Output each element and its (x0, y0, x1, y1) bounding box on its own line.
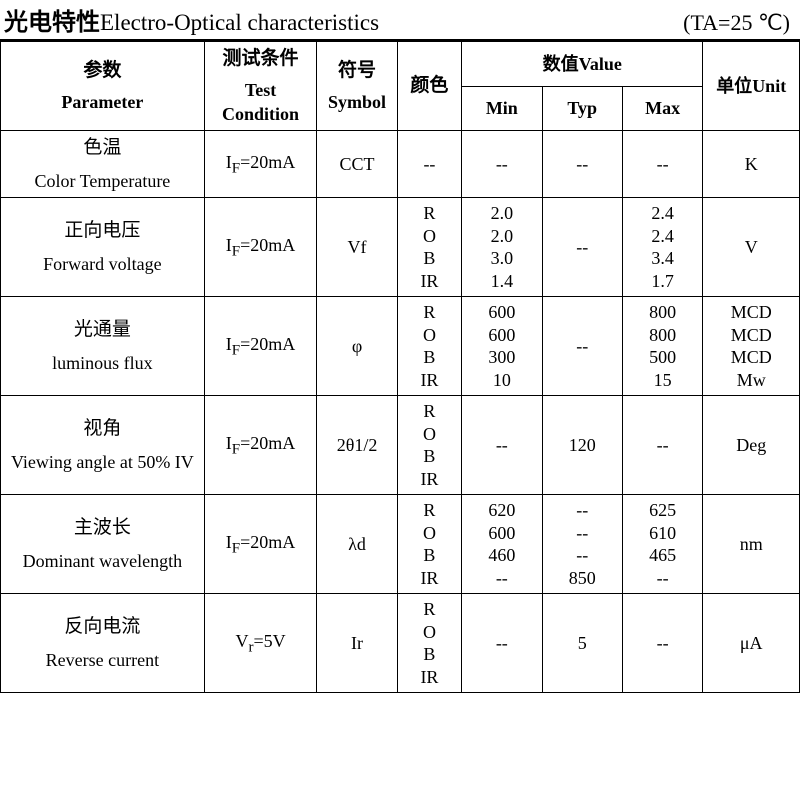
cell-condition: IF=20mA (204, 131, 317, 198)
cell-condition: Vr=5V (204, 594, 317, 693)
cell-color: ROBIR (397, 594, 461, 693)
cell-min: 620600460-- (462, 495, 542, 594)
table-row: 色温Color TemperatureIF=20mACCT--------K (1, 131, 800, 198)
cell-unit: nm (703, 495, 800, 594)
page-title: 光电特性Electro-Optical characteristics (4, 2, 379, 37)
cell-min: -- (462, 396, 542, 495)
cell-condition: IF=20mA (204, 198, 317, 297)
cell-typ: -- (542, 297, 622, 396)
table-row: 视角Viewing angle at 50% IVIF=20mA2θ1/2ROB… (1, 396, 800, 495)
cell-max: 2.42.43.41.7 (622, 198, 702, 297)
hdr-max: Max (622, 86, 702, 131)
cell-max: -- (622, 131, 702, 198)
cell-max: -- (622, 396, 702, 495)
hdr-unit: 单位Unit (703, 42, 800, 131)
hdr-typ: Typ (542, 86, 622, 131)
cell-symbol: Ir (317, 594, 397, 693)
table-row: 反向电流Reverse currentVr=5VIrROBIR--5--μA (1, 594, 800, 693)
cell-symbol: φ (317, 297, 397, 396)
hdr-parameter: 参数 Parameter (1, 42, 205, 131)
cell-color: ROBIR (397, 198, 461, 297)
cell-color: ROBIR (397, 396, 461, 495)
cell-parameter: 色温Color Temperature (1, 131, 205, 198)
cell-typ: -- (542, 198, 622, 297)
cell-parameter: 正向电压Forward voltage (1, 198, 205, 297)
table-header: 参数 Parameter 测试条件 Test Condition 符号 Symb… (1, 42, 800, 131)
cell-min: -- (462, 131, 542, 198)
cell-color: ROBIR (397, 297, 461, 396)
table-body: 色温Color TemperatureIF=20mACCT--------K正向… (1, 131, 800, 693)
hdr-color: 颜色 (397, 42, 461, 131)
title-condition: (TA=25 ℃) (683, 10, 790, 36)
cell-min: -- (462, 594, 542, 693)
cell-parameter: 主波长Dominant wavelength (1, 495, 205, 594)
cell-typ: ------850 (542, 495, 622, 594)
cell-symbol: CCT (317, 131, 397, 198)
hdr-min: Min (462, 86, 542, 131)
cell-unit: MCDMCDMCDMw (703, 297, 800, 396)
cell-max: 80080050015 (622, 297, 702, 396)
cell-unit: V (703, 198, 800, 297)
cell-symbol: λd (317, 495, 397, 594)
spec-table: 参数 Parameter 测试条件 Test Condition 符号 Symb… (0, 41, 800, 693)
title-cn: 光电特性 (4, 10, 100, 36)
cell-max: 625610465-- (622, 495, 702, 594)
cell-min: 60060030010 (462, 297, 542, 396)
cell-typ: 5 (542, 594, 622, 693)
cell-unit: K (703, 131, 800, 198)
cell-max: -- (622, 594, 702, 693)
cell-parameter: 光通量luminous flux (1, 297, 205, 396)
cell-color: -- (397, 131, 461, 198)
title-row: 光电特性Electro-Optical characteristics (TA=… (0, 0, 800, 41)
table-row: 主波长Dominant wavelengthIF=20mAλdROBIR6206… (1, 495, 800, 594)
hdr-symbol: 符号 Symbol (317, 42, 397, 131)
hdr-value: 数值Value (462, 42, 703, 87)
cell-condition: IF=20mA (204, 297, 317, 396)
hdr-test-condition: 测试条件 Test Condition (204, 42, 317, 131)
cell-typ: -- (542, 131, 622, 198)
cell-min: 2.02.03.01.4 (462, 198, 542, 297)
title-en: Electro-Optical characteristics (100, 10, 379, 35)
cell-parameter: 视角Viewing angle at 50% IV (1, 396, 205, 495)
cell-condition: IF=20mA (204, 396, 317, 495)
cell-typ: 120 (542, 396, 622, 495)
cell-symbol: Vf (317, 198, 397, 297)
table-row: 光通量luminous fluxIF=20mAφROBIR60060030010… (1, 297, 800, 396)
cell-symbol: 2θ1/2 (317, 396, 397, 495)
cell-unit: μA (703, 594, 800, 693)
cell-color: ROBIR (397, 495, 461, 594)
cell-condition: IF=20mA (204, 495, 317, 594)
cell-unit: Deg (703, 396, 800, 495)
cell-parameter: 反向电流Reverse current (1, 594, 205, 693)
table-row: 正向电压Forward voltageIF=20mAVfROBIR2.02.03… (1, 198, 800, 297)
